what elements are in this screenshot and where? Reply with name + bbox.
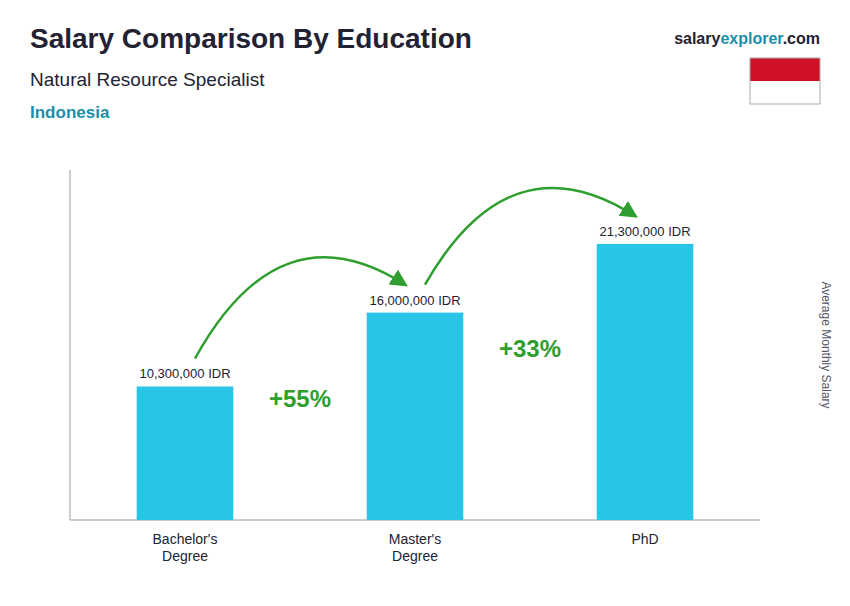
bar: [137, 386, 234, 520]
annotation: +55%: [269, 385, 331, 412]
source-part: salary: [674, 30, 720, 47]
bar: [367, 313, 464, 520]
data-label: 10,300,000 IDR: [139, 366, 230, 381]
change-arrow: [425, 188, 635, 285]
x-tick-label-line: Degree: [392, 548, 438, 564]
y-axis-label: Average Monthly Salary: [819, 281, 833, 408]
flag-red: [750, 58, 820, 81]
data-label: 21,300,000 IDR: [599, 224, 690, 239]
bar: [597, 244, 694, 520]
x-tick-label-line: Degree: [162, 548, 208, 564]
x-tick-label: Master'sDegree: [389, 531, 441, 564]
x-tick-label-line: Master's: [389, 531, 441, 547]
bars: [137, 244, 694, 520]
source-part: .com: [783, 30, 820, 47]
x-tick-label: PhD: [631, 531, 658, 547]
x-tick-label: Bachelor'sDegree: [153, 531, 218, 564]
country: Indonesia: [30, 103, 110, 122]
flag: [750, 58, 820, 104]
data-label: 16,000,000 IDR: [369, 293, 460, 308]
subtitle: Natural Resource Specialist: [30, 69, 265, 90]
y-axis: [70, 170, 71, 520]
source-part: explorer: [720, 30, 783, 47]
source: salaryexplorer.com: [674, 30, 820, 47]
title: Salary Comparison By Education: [30, 23, 472, 54]
change-arrow: [195, 257, 405, 358]
background: [0, 0, 850, 606]
x-tick-label-line: PhD: [631, 531, 658, 547]
flag-border: [750, 58, 820, 104]
flag-white: [750, 81, 820, 104]
annotation: +33%: [499, 335, 561, 362]
x-tick-label-line: Bachelor's: [153, 531, 218, 547]
